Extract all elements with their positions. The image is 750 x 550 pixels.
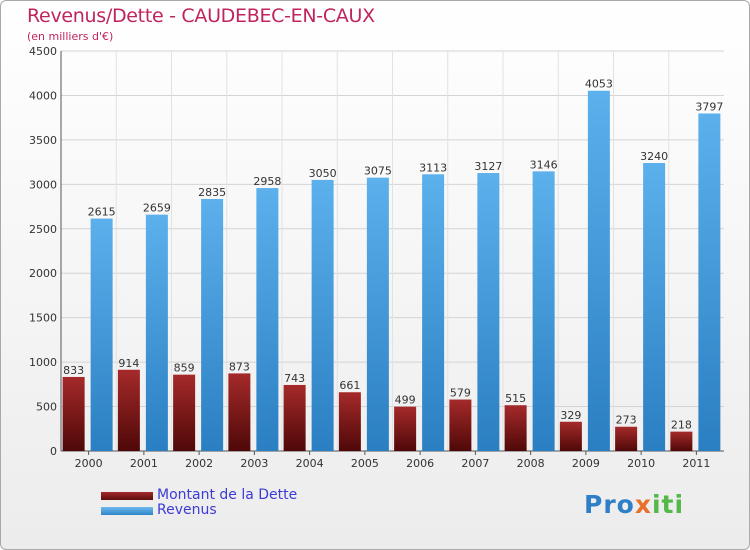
debt-bar — [615, 426, 638, 451]
debt-bar — [228, 373, 251, 451]
debt-bar — [559, 421, 582, 451]
debt-bar — [449, 399, 472, 451]
proxiti-logo: Proxiti — [584, 490, 684, 519]
x-tick-label: 2005 — [351, 457, 379, 470]
y-tick-label: 2000 — [29, 267, 57, 280]
y-tick-label: 1000 — [29, 356, 57, 369]
debt-value-label: 515 — [505, 392, 526, 405]
debt-bar — [173, 374, 196, 451]
revenue-bar — [587, 90, 610, 451]
debt-value-label: 329 — [560, 409, 581, 422]
x-tick-label: 2006 — [406, 457, 434, 470]
debt-value-label: 273 — [616, 414, 637, 427]
debt-value-label: 833 — [63, 364, 84, 377]
x-tick-label: 2001 — [130, 457, 158, 470]
revenue-value-label: 2958 — [253, 175, 281, 188]
debt-bar — [394, 406, 417, 451]
legend-label-revenue: Revenus — [157, 502, 217, 518]
y-tick-label: 2500 — [29, 223, 57, 236]
debt-bar — [670, 431, 693, 451]
x-tick-label: 2007 — [461, 457, 489, 470]
debt-bar — [338, 392, 361, 451]
chart-title: Revenus/Dette - CAUDEBEC-EN-CAUX — [27, 5, 375, 27]
debt-value-label: 499 — [395, 394, 416, 407]
x-tick-label: 2008 — [517, 457, 545, 470]
debt-value-label: 218 — [671, 419, 692, 432]
debt-bar — [283, 384, 306, 451]
logo-part-3: iti — [651, 490, 685, 519]
x-tick-label: 2010 — [627, 457, 655, 470]
revenue-bar — [532, 171, 555, 451]
x-tick-label: 2000 — [75, 457, 103, 470]
revenue-bar — [643, 163, 666, 451]
logo-part-2: x — [634, 490, 652, 519]
revenue-bar — [256, 188, 279, 452]
x-tick-label: 2011 — [682, 457, 710, 470]
legend-label-debt: Montant de la Dette — [157, 487, 298, 503]
revenue-value-label: 3127 — [474, 160, 502, 173]
debt-bar — [117, 369, 140, 451]
revenue-value-label: 4053 — [585, 78, 613, 91]
debt-value-label: 859 — [174, 362, 195, 375]
revenue-value-label: 3240 — [640, 150, 668, 163]
revenue-bar — [477, 173, 500, 452]
y-tick-label: 0 — [50, 445, 57, 458]
debt-value-label: 743 — [284, 372, 305, 385]
debt-value-label: 873 — [229, 360, 250, 373]
debt-value-label: 579 — [450, 387, 471, 400]
y-tick-label: 500 — [36, 401, 57, 414]
revenue-value-label: 3113 — [419, 161, 447, 174]
logo-part-1: Pro — [584, 490, 635, 519]
debt-value-label: 914 — [118, 357, 139, 370]
y-tick-label: 4000 — [29, 89, 57, 102]
y-tick-label: 4500 — [29, 45, 57, 58]
legend-swatch-debt — [101, 492, 153, 500]
revenue-value-label: 3050 — [309, 167, 337, 180]
debt-value-label: 661 — [339, 379, 360, 392]
x-tick-label: 2002 — [185, 457, 213, 470]
y-tick-label: 1500 — [29, 312, 57, 325]
revenue-value-label: 2615 — [88, 206, 116, 219]
revenue-bar — [422, 174, 445, 452]
legend-swatch-revenue — [101, 507, 153, 515]
y-tick-label: 3000 — [29, 178, 57, 191]
x-tick-label: 2004 — [296, 457, 324, 470]
revenue-bar — [145, 214, 168, 451]
revenue-value-label: 3797 — [695, 100, 723, 113]
revenue-bar — [201, 199, 224, 451]
revenue-bar — [90, 218, 113, 451]
x-tick-label: 2003 — [240, 457, 268, 470]
revenue-value-label: 2835 — [198, 186, 226, 199]
debt-bar — [504, 405, 527, 451]
revenue-value-label: 2659 — [143, 202, 171, 215]
chart-subtitle: (en milliers d'€) — [27, 30, 114, 43]
revenue-bar — [311, 179, 334, 451]
revenue-value-label: 3146 — [530, 158, 558, 171]
x-tick-label: 2009 — [572, 457, 600, 470]
revenue-value-label: 3075 — [364, 165, 392, 178]
y-tick-label: 3500 — [29, 134, 57, 147]
debt-bar — [62, 376, 85, 451]
revenue-bar — [698, 113, 721, 451]
revenue-bar — [366, 177, 389, 451]
